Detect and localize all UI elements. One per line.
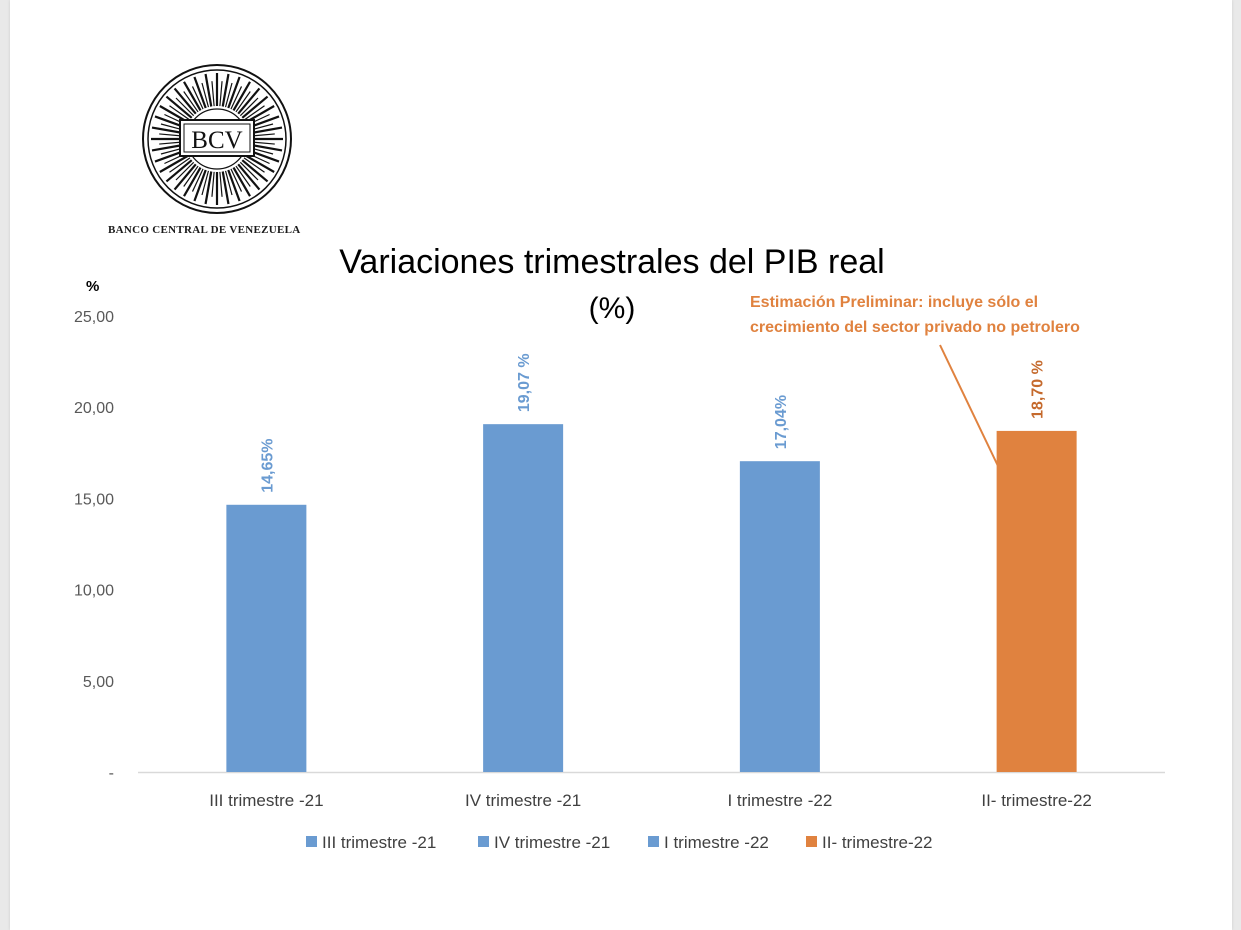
seal-ray (204, 73, 213, 107)
seal-ray (230, 86, 243, 110)
seal-ray (211, 171, 215, 197)
x-axis-labels: III trimestre -21 IV trimestre -21 I trime… (209, 791, 1092, 810)
seal-ray (159, 154, 189, 173)
seal-ray (173, 163, 197, 191)
seal-ray (239, 97, 259, 117)
y-tick-label: 20,00 (74, 400, 114, 417)
seal-ray (183, 81, 202, 111)
seal-ray (245, 154, 275, 173)
seal-ray (237, 87, 261, 115)
y-axis-unit-label: % (86, 278, 99, 295)
seal-ray (224, 170, 233, 196)
y-tick-label: 5,00 (83, 674, 114, 691)
legend-label: I trimestre -22 (664, 833, 769, 852)
seal-ray (227, 169, 241, 202)
x-tick-label: III trimestre -21 (209, 791, 323, 810)
bar (483, 424, 564, 772)
chart-subtitle: (%) (589, 292, 636, 325)
seal-ray (201, 82, 210, 108)
y-tick-label: 25,00 (74, 309, 114, 326)
bar (739, 461, 820, 772)
seal-ray (175, 97, 195, 117)
annotation-line-2: crecimiento del sector privado no petrol… (750, 319, 1080, 336)
legend-swatch (306, 836, 317, 847)
x-tick-label: I trimestre -22 (727, 791, 832, 810)
seal-ray (219, 171, 223, 197)
bar (996, 430, 1077, 772)
seal-ray (221, 73, 230, 107)
seal-ray (241, 95, 269, 119)
seal-ray (235, 91, 251, 113)
seal-ray (232, 81, 251, 111)
seal-ray (165, 95, 193, 119)
annotation: Estimación Preliminar: incluye sólo el c… (750, 294, 1080, 467)
legend: III trimestre -21 IV trimestre -21 I trime… (306, 833, 933, 852)
seal-ray (232, 167, 251, 197)
seal-ray (193, 169, 207, 202)
legend-label: IV trimestre -21 (494, 833, 610, 852)
seal-ray (235, 165, 251, 187)
legend-swatch (806, 836, 817, 847)
seal-ray (224, 82, 233, 108)
seal-ray (183, 167, 202, 197)
seal-ray (243, 157, 265, 173)
annotation-leader-line (939, 344, 999, 467)
legend-label: II- trimestre-22 (822, 833, 933, 852)
seal-ray (173, 87, 197, 115)
seal-ray (241, 159, 269, 183)
seal-ray (201, 170, 210, 196)
seal-ray (175, 161, 195, 181)
seal-ray (230, 168, 243, 192)
seal-ray (239, 161, 259, 181)
x-tick-label: IV trimestre -21 (465, 791, 581, 810)
seal-ray (219, 81, 223, 107)
seal-ray (237, 163, 261, 191)
chart-title: Variaciones trimestrales del PIB real (339, 243, 884, 281)
seal-ray (183, 165, 199, 187)
y-tick-label: 15,00 (74, 491, 114, 508)
seal-ray (183, 91, 199, 113)
seal-ray (204, 171, 213, 205)
legend-swatch (478, 836, 489, 847)
legend-label: III trimestre -21 (322, 833, 436, 852)
seal-ray (193, 76, 207, 109)
bars (226, 424, 1077, 772)
x-tick-label: II- trimestre-22 (981, 791, 1092, 810)
seal-ray (169, 157, 191, 173)
data-label: 17,04% (773, 395, 790, 449)
bcv-seal-logo: BCV (142, 64, 292, 214)
seal-ray (169, 105, 191, 121)
seal-ray (221, 171, 230, 205)
data-label: 14,65% (259, 439, 276, 493)
y-tick-label: 10,00 (74, 583, 114, 600)
data-labels: 14,65% 19,07 % 17,04% 18,70 % (259, 353, 1046, 492)
seal-ray (191, 86, 204, 110)
seal-ray (165, 159, 193, 183)
annotation-line-1: Estimación Preliminar: incluye sólo el (750, 294, 1038, 311)
legend-swatch (648, 836, 659, 847)
bank-name: BANCO CENTRAL DE VENEZUELA (108, 224, 301, 236)
bar (226, 504, 307, 772)
seal-ray (211, 81, 215, 107)
y-axis-ticks: - 5,00 10,00 15,00 20,00 25,00 (74, 309, 114, 782)
logo-lettering: BCV (191, 127, 242, 154)
seal-ray (227, 76, 241, 109)
data-label: 19,07 % (516, 353, 533, 412)
seal-ray (243, 105, 265, 121)
seal-ray (191, 168, 204, 192)
data-label: 18,70 % (1030, 360, 1047, 419)
y-tick-label: - (109, 765, 114, 782)
